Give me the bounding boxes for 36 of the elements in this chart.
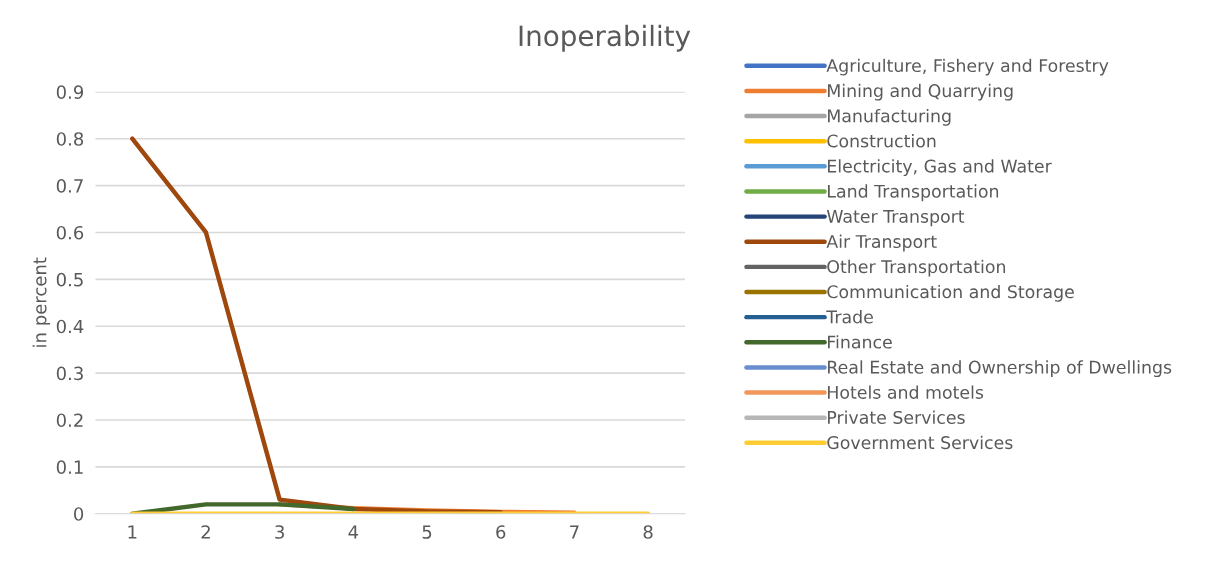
- x-tick-label: 2: [201, 525, 210, 539]
- x-tick-label: 7: [570, 525, 579, 539]
- legend-label: Private Services: [828, 410, 965, 425]
- legend-label: Real Estate and Ownership of Dwellings: [828, 360, 1172, 378]
- legend-label: Mining and Quarrying: [828, 83, 1013, 101]
- y-tick-label: 0.8: [56, 132, 84, 146]
- legend-label: Finance: [828, 335, 892, 349]
- legend-label: Hotels and motels: [828, 385, 984, 399]
- y-tick-label: 0.3: [56, 366, 83, 381]
- legend-label: Water Transport: [826, 210, 965, 227]
- legend-label: Government Services: [827, 435, 1013, 450]
- legend-label: Other Transportation: [827, 259, 1006, 277]
- y-tick-label: 0.7: [56, 179, 83, 193]
- legend-label: Communication and Storage: [827, 284, 1074, 302]
- legend-label: Land Transportation: [828, 184, 999, 202]
- y-tick-label: 0.4: [56, 319, 84, 334]
- legend-label: Air Transport: [826, 234, 937, 252]
- x-tick-label: 5: [422, 525, 432, 539]
- x-tick-label: 4: [348, 525, 359, 539]
- y-tick-label: 0.2: [56, 413, 83, 428]
- x-tick-label: 3: [275, 525, 284, 539]
- x-tick-label: 8: [643, 525, 653, 539]
- legend-label: Manufacturing: [828, 108, 951, 126]
- y-tick-label: 0: [74, 507, 84, 521]
- y-tick-label: 0.9: [56, 85, 84, 99]
- y-axis-title: in percent: [32, 257, 51, 347]
- legend-label: Agriculture, Fishery and Forestry: [826, 58, 1109, 76]
- y-tick-label: 0.1: [56, 460, 83, 474]
- y-tick-label: 0.6: [56, 225, 84, 240]
- y-tick-label: 0.5: [56, 272, 83, 287]
- legend-label: Electricity, Gas and Water: [828, 159, 1052, 177]
- x-tick-label: 1: [128, 525, 137, 539]
- chart-title: Inoperability: [519, 24, 691, 52]
- legend-label: Trade: [826, 310, 873, 324]
- legend-label: Construction: [827, 134, 936, 148]
- x-tick-label: 6: [496, 525, 506, 539]
